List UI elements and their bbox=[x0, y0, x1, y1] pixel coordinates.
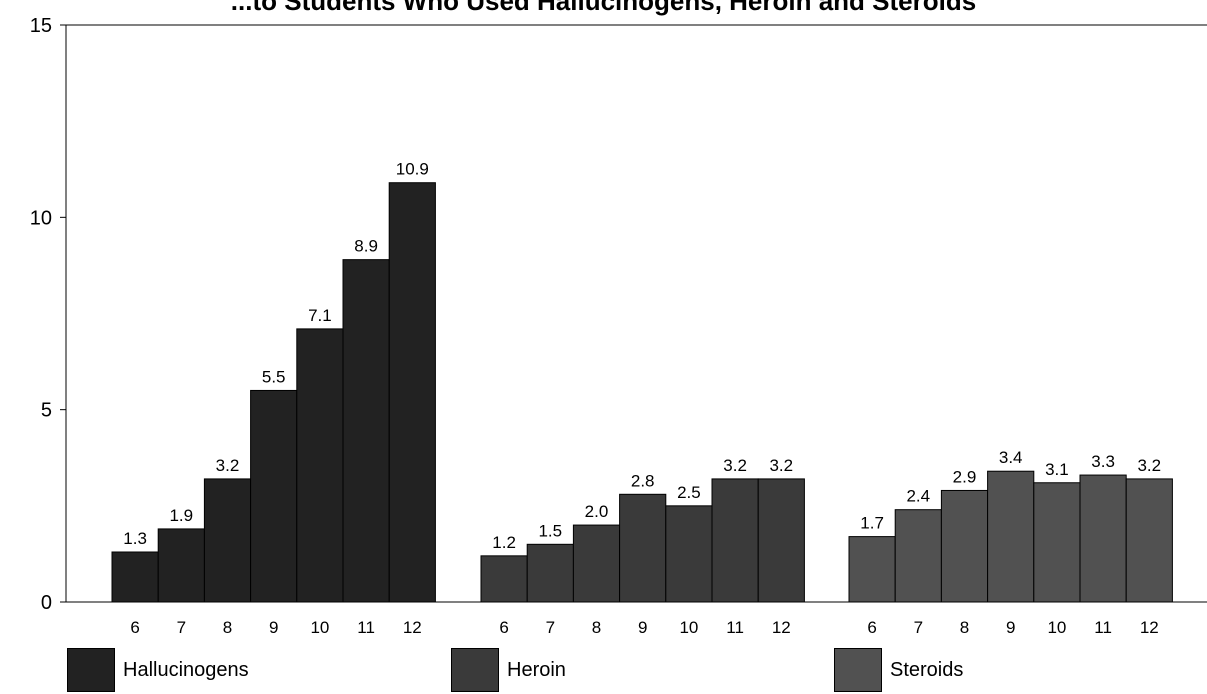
legend-swatch-hallucinogens bbox=[67, 648, 115, 692]
legend-item-heroin: Heroin bbox=[451, 648, 566, 692]
bar bbox=[388, 182, 436, 603]
bar-value-label: 1.3 bbox=[123, 529, 147, 548]
bar bbox=[757, 478, 805, 603]
bar-value-label: 2.5 bbox=[677, 483, 701, 502]
x-tick-label: 10 bbox=[310, 618, 329, 637]
bar-value-label: 3.2 bbox=[723, 456, 747, 475]
x-tick-label: 11 bbox=[357, 618, 375, 637]
x-tick-label: 10 bbox=[1047, 618, 1066, 637]
x-tick-label: 7 bbox=[177, 618, 186, 637]
legend-item-hallucinogens: Hallucinogens bbox=[67, 648, 249, 692]
bar-value-label: 1.9 bbox=[169, 506, 193, 525]
bar-value-label: 1.7 bbox=[860, 514, 884, 533]
x-tick-label: 8 bbox=[960, 618, 969, 637]
bar-chart: 0 5 10 15 1.3 6 1.9 7 3.2 8 5.5 9 7.1 10 8.9 11 10.9 12 1.… bbox=[30, 15, 1207, 637]
x-tick-label: 11 bbox=[726, 618, 744, 637]
x-tick-label: 9 bbox=[269, 618, 278, 637]
x-tick-label: 12 bbox=[1140, 618, 1159, 637]
x-tick-label: 6 bbox=[867, 618, 876, 637]
legend-swatch-heroin bbox=[451, 648, 499, 692]
x-tick-label: 6 bbox=[499, 618, 508, 637]
bar bbox=[203, 478, 252, 603]
x-tick-label: 12 bbox=[772, 618, 791, 637]
bar bbox=[250, 389, 298, 603]
bar bbox=[894, 509, 942, 603]
x-tick-label: 8 bbox=[223, 618, 232, 637]
y-tick-label: 15 bbox=[30, 15, 52, 37]
bar bbox=[342, 259, 390, 603]
bar-value-label: 3.2 bbox=[769, 456, 793, 475]
bar-value-label: 10.9 bbox=[396, 160, 429, 179]
x-tick-label: 8 bbox=[592, 618, 601, 637]
x-tick-label: 12 bbox=[403, 618, 422, 637]
chart-title: ...to Students Who Used Hallucinogens, H… bbox=[230, 0, 977, 16]
bar bbox=[572, 524, 621, 603]
x-tick-label: 9 bbox=[638, 618, 647, 637]
bar bbox=[711, 478, 759, 603]
legend-item-steroids: Steroids bbox=[834, 648, 963, 692]
bar bbox=[1079, 474, 1127, 603]
y-tick-label: 0 bbox=[41, 592, 52, 614]
bar bbox=[848, 536, 896, 603]
bar bbox=[296, 328, 344, 603]
bar bbox=[987, 470, 1035, 603]
y-tick-label: 5 bbox=[41, 400, 52, 422]
x-tick-label: 9 bbox=[1006, 618, 1015, 637]
legend-label-heroin: Heroin bbox=[507, 658, 566, 681]
x-tick-label: 11 bbox=[1094, 618, 1112, 637]
bar bbox=[1125, 478, 1173, 603]
legend-label-hallucinogens: Hallucinogens bbox=[123, 658, 249, 681]
bar bbox=[111, 551, 159, 603]
bar-value-label: 3.2 bbox=[1137, 456, 1161, 475]
bar-value-label: 3.1 bbox=[1045, 460, 1069, 479]
x-tick-label: 7 bbox=[914, 618, 923, 637]
bar-value-label: 7.1 bbox=[308, 306, 332, 325]
x-tick-label: 10 bbox=[679, 618, 698, 637]
x-tick-label: 7 bbox=[546, 618, 555, 637]
bar-value-label: 2.8 bbox=[631, 471, 655, 490]
bar bbox=[526, 543, 574, 603]
bar bbox=[157, 528, 205, 603]
bar-value-label: 3.2 bbox=[216, 456, 240, 475]
legend-label-steroids: Steroids bbox=[890, 658, 964, 681]
bar bbox=[665, 505, 713, 603]
bar-value-label: 1.5 bbox=[538, 521, 562, 540]
bar bbox=[1033, 482, 1081, 603]
bar-value-label: 2.4 bbox=[906, 487, 930, 506]
legend-swatch-steroids bbox=[834, 648, 882, 692]
bar bbox=[480, 555, 528, 603]
bar-value-label: 8.9 bbox=[354, 237, 378, 256]
y-tick-label: 10 bbox=[30, 207, 52, 229]
bar-value-label: 2.0 bbox=[585, 502, 609, 521]
x-tick-label: 6 bbox=[130, 618, 139, 637]
bar-value-label: 1.2 bbox=[492, 533, 516, 552]
bar-value-label: 2.9 bbox=[953, 467, 977, 486]
bar-value-label: 3.4 bbox=[999, 448, 1023, 467]
bar-value-label: 3.3 bbox=[1091, 452, 1115, 471]
bar-value-label: 5.5 bbox=[262, 367, 286, 386]
bar bbox=[619, 493, 667, 603]
bar bbox=[940, 489, 989, 603]
